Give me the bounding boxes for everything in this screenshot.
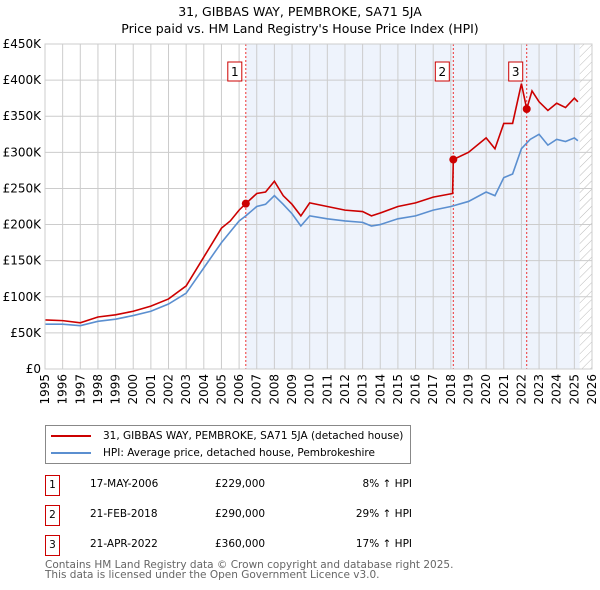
hpi-line: [45, 133, 579, 327]
ownership-shading: [245, 44, 580, 369]
x-tick-label: 2002: [162, 374, 176, 405]
x-tick-label: 2021: [497, 374, 511, 405]
y-tick-label: £50K: [10, 326, 42, 340]
x-tick-label: 2022: [514, 374, 528, 405]
x-tick-label: 1996: [56, 374, 70, 405]
plot-area: 1995 1996 1997 1998 1999 2000 2001 2002 2003 2004…: [3, 37, 599, 405]
x-tick-label: 2013: [356, 374, 370, 405]
sale-point: [449, 155, 458, 164]
sale-number: 1: [45, 475, 60, 496]
x-tick-label: 2007: [250, 374, 264, 405]
y-tick-label: £0: [26, 362, 41, 376]
x-tick-label: 2004: [197, 374, 211, 405]
red-line-swatch: [51, 435, 91, 437]
y-tick-label: £100K: [3, 290, 43, 304]
footer-line2: This data is licensed under the Open Gov…: [45, 569, 380, 581]
x-tick-label: 2016: [409, 374, 423, 405]
property-price-line: [44, 83, 579, 324]
x-tick-label: 1997: [73, 374, 87, 405]
sale-hpi-change: 17% ↑ HPI: [355, 538, 412, 550]
x-tick-label: 2014: [373, 374, 387, 405]
y-tick-label: £300K: [3, 145, 43, 159]
sale-date: 21-APR-2022: [90, 538, 158, 550]
x-tick-label: 1995: [38, 374, 52, 405]
sale-row: 1 17-MAY-2006 £229,000 8% ↑ HPI: [45, 475, 465, 496]
legend: 31, GIBBAS WAY, PEMBROKE, SA71 5JA (deta…: [45, 425, 411, 464]
sale-label: 3: [512, 65, 520, 79]
sale-label-box: [434, 61, 450, 82]
sale-label-box: [508, 61, 524, 82]
blue-line-swatch: [51, 452, 91, 454]
legend-item-property: 31, GIBBAS WAY, PEMBROKE, SA71 5JA (deta…: [46, 428, 403, 444]
x-tick-label: 2006: [232, 374, 246, 405]
sale-row: 2 21-FEB-2018 £290,000 29% ↑ HPI: [45, 505, 465, 526]
y-tick-label: £250K: [3, 181, 43, 195]
legend-label: 31, GIBBAS WAY, PEMBROKE, SA71 5JA (deta…: [103, 430, 404, 442]
sale-price: £290,000: [215, 508, 266, 520]
sale-label-box: [227, 61, 243, 82]
x-tick-label: 2001: [144, 374, 158, 405]
sale-number: 2: [45, 505, 60, 526]
sale-hpi-change: 8% ↑ HPI: [362, 478, 412, 490]
y-tick-label: £400K: [3, 73, 43, 87]
x-tick-label: 1999: [109, 374, 123, 405]
forecast-hatch: [579, 44, 592, 369]
x-tick-label: 2019: [461, 374, 475, 405]
x-tick-label: 2020: [479, 374, 493, 405]
sale-point: [522, 105, 531, 113]
x-tick-label: 2009: [285, 374, 299, 405]
x-tick-label: 2008: [267, 374, 281, 405]
sale-label: 2: [438, 65, 446, 79]
x-tick-label: 2011: [320, 374, 334, 405]
sale-price: £360,000: [215, 538, 266, 550]
sale-date: 17-MAY-2006: [90, 478, 159, 490]
x-tick-label: 2018: [444, 374, 458, 405]
chart-subtitle: Price paid vs. HM Land Registry's House …: [121, 21, 479, 36]
x-tick-label: 2003: [179, 374, 193, 405]
chart-title: 31, GIBBAS WAY, PEMBROKE, SA71 5JA: [178, 4, 422, 19]
sale-row: 3 21-APR-2022 £360,000 17% ↑ HPI: [45, 535, 465, 556]
x-tick-label: 1998: [91, 374, 105, 405]
x-tick-label: 2005: [214, 374, 228, 405]
x-tick-label: 2012: [338, 374, 352, 405]
sale-number: 3: [45, 535, 60, 556]
x-tick-label: 2023: [532, 374, 546, 405]
plot-border: [44, 43, 593, 370]
y-tick-label: £150K: [3, 254, 43, 268]
footer: Contains HM Land Registry data © Crown c…: [45, 559, 454, 581]
legend-label: HPI: Average price, detached house, Pemb…: [103, 447, 375, 459]
sale-price: £229,000: [215, 478, 266, 490]
footer-line1: Contains HM Land Registry data © Crown c…: [45, 559, 454, 571]
x-tick-label: 2026: [585, 374, 599, 405]
sale-label: 1: [231, 65, 239, 79]
x-tick-label: 2017: [426, 374, 440, 405]
y-tick-label: £350K: [3, 109, 43, 123]
x-tick-label: 2025: [567, 374, 581, 405]
x-tick-label: 2015: [391, 374, 405, 405]
sale-point: [241, 199, 250, 208]
y-tick-label: £200K: [3, 218, 43, 232]
sale-hpi-change: 29% ↑ HPI: [355, 508, 412, 520]
x-tick-label: 2024: [550, 374, 564, 405]
y-tick-label: £450K: [3, 37, 43, 51]
sale-date: 21-FEB-2018: [90, 508, 158, 520]
legend-item-hpi: HPI: Average price, detached house, Pemb…: [46, 445, 375, 461]
x-tick-label: 2000: [126, 374, 140, 405]
x-tick-label: 2010: [303, 374, 317, 405]
